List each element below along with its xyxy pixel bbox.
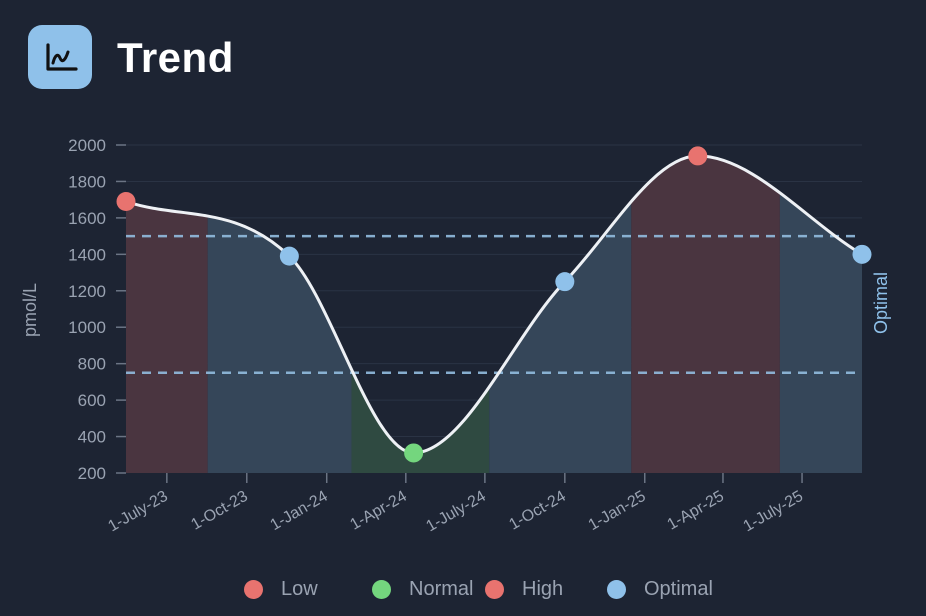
data-point (116, 191, 136, 211)
legend-dot (244, 580, 263, 599)
data-point (852, 244, 872, 264)
status-band (631, 155, 780, 473)
y-tick-label: 2000 (68, 136, 106, 155)
y-axis-label: pmol/L (20, 283, 40, 337)
x-tick-label: 1-July-23 (105, 488, 171, 536)
x-tick-label: 1-Jan-25 (586, 488, 649, 534)
y-tick-label: 200 (78, 464, 106, 483)
y-tick-label: 800 (78, 355, 106, 374)
x-tick-label: 1-Oct-24 (506, 488, 568, 534)
line-chart-icon (46, 43, 78, 71)
x-tick-label: 1-Oct-23 (188, 488, 250, 534)
legend-dot (485, 580, 504, 599)
legend: Low Normal High Optimal (0, 578, 926, 608)
data-point (404, 443, 424, 463)
x-tick-label: 1-Apr-24 (347, 488, 409, 534)
legend-label: Low (281, 578, 318, 600)
x-tick-label: 1-Apr-25 (665, 488, 727, 534)
status-band (351, 155, 490, 473)
x-tick-label: 1-July-24 (423, 488, 489, 536)
legend-label: Optimal (644, 578, 713, 600)
status-band (126, 155, 208, 473)
status-band (207, 155, 352, 473)
y-tick-label: 1600 (68, 209, 106, 228)
trend-icon-badge (28, 25, 92, 89)
x-tick-label: 1-Jan-24 (268, 488, 331, 534)
y-tick-label: 1400 (68, 245, 106, 264)
y-tick-label: 400 (78, 428, 106, 447)
x-tick-label: 1-July-25 (741, 488, 807, 536)
legend-item-high[interactable]: High (485, 578, 563, 601)
page-title: Trend (117, 34, 234, 81)
status-band (489, 155, 632, 473)
y-tick-label: 1200 (68, 282, 106, 301)
legend-item-normal[interactable]: Normal (372, 578, 473, 601)
legend-dot (607, 580, 626, 599)
data-point (555, 272, 575, 292)
legend-dot (372, 580, 391, 599)
legend-item-low[interactable]: Low (244, 578, 318, 601)
y-tick-label: 1000 (68, 318, 106, 337)
data-point (279, 246, 299, 266)
legend-label: High (522, 578, 564, 600)
y-tick-label: 1800 (68, 172, 106, 191)
y-tick-label: 600 (78, 391, 106, 410)
data-point (688, 146, 708, 166)
status-band (779, 155, 862, 473)
legend-item-optimal[interactable]: Optimal (607, 578, 713, 601)
reference-range-label: Optimal (871, 272, 891, 334)
legend-label: Normal (409, 578, 474, 600)
